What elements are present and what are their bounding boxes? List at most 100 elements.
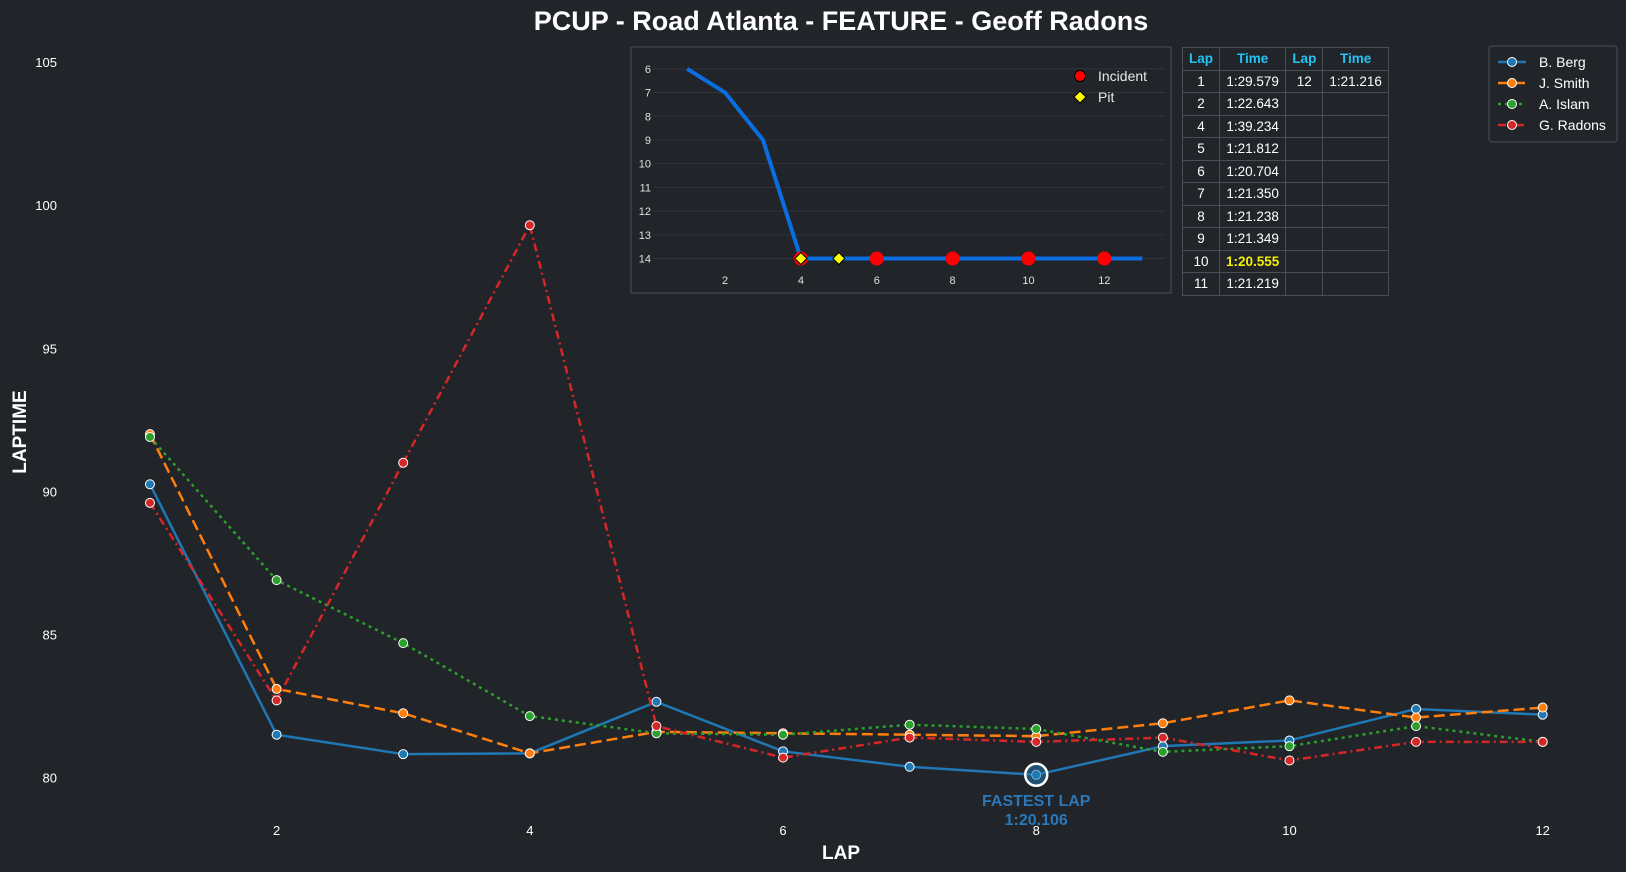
legend-entry-label: B. Berg: [1539, 54, 1586, 70]
x-tick-label: 2: [273, 823, 280, 838]
data-point: [1031, 723, 1042, 734]
data-point: [1537, 736, 1548, 747]
data-point: [651, 696, 662, 707]
series-line-0: [148, 483, 1543, 777]
lap-table-cell-time1: 1:22.643: [1219, 92, 1287, 116]
inset-legend-pit-swatch: [1073, 90, 1087, 104]
lap-table-cell-lap1: 2: [1181, 92, 1221, 116]
data-point: [1157, 718, 1168, 729]
legend-swatch-marker: [1507, 78, 1517, 88]
position-inset-chart: 6 7 8 9 10 11 12 13 14 2 4 6 8 10 12 Incident Pit: [630, 46, 1172, 294]
lap-table-cell-lap1: 4: [1181, 114, 1221, 138]
x-axis-label: LAP: [822, 843, 860, 864]
lap-table-cell-time1: 1:21.219: [1219, 272, 1287, 296]
data-point: [398, 749, 409, 760]
inset-y-tick-label: 8: [645, 111, 651, 123]
lap-table-cell-time2: [1322, 92, 1389, 116]
lap-table-cell-lap1: 10: [1181, 249, 1221, 273]
lap-table-cell-lap1: 11: [1181, 272, 1221, 296]
lap-table-row: 9 1:21.349: [1181, 227, 1389, 251]
inset-y-tick-label: 13: [639, 230, 651, 242]
data-point: [904, 732, 915, 743]
inset-y-tick-label: 12: [639, 206, 651, 218]
inset-x-tick-label: 6: [874, 275, 880, 287]
lap-table-cell-time1: 1:29.579: [1219, 69, 1287, 93]
data-point: [524, 220, 535, 231]
lap-table-cell-lap2: [1285, 204, 1324, 228]
lap-table-cell-lap1: 9: [1181, 227, 1221, 251]
lap-table-cell-lap1: 8: [1181, 204, 1221, 228]
lap-table-cell-lap2: [1285, 272, 1324, 296]
lap-table-row: 11 1:21.219: [1181, 272, 1389, 296]
series-line-3: [148, 221, 1543, 762]
lap-table-cell-time1: 1:39.234: [1219, 114, 1287, 138]
lap-table-row: 10 1:20.555: [1181, 249, 1389, 273]
data-point: [144, 479, 155, 490]
data-point: [1284, 741, 1295, 752]
legend-swatch-marker: [1507, 99, 1517, 109]
x-tick-label: 10: [1282, 823, 1296, 838]
header-lap-1: Lap: [1181, 47, 1221, 71]
inset-x-tick-label: 12: [1098, 275, 1110, 287]
inset-y-tick-label: 14: [639, 254, 651, 266]
lap-table-cell-time2: [1322, 159, 1389, 183]
y-tick-label: 95: [43, 341, 57, 356]
inset-y-tick-label: 10: [639, 159, 651, 171]
pit-marker: [794, 251, 808, 266]
y-tick-label: 90: [43, 484, 57, 499]
main-series: [144, 220, 1548, 780]
lap-table-cell-lap2: [1285, 182, 1324, 206]
lap-table-cell-lap2: [1285, 92, 1324, 116]
data-point: [144, 432, 155, 443]
header-time-1: Time: [1219, 47, 1287, 71]
lap-table-cell-lap1: 6: [1181, 159, 1221, 183]
data-point: [1284, 695, 1295, 706]
fastest-lap-marker-core: [1032, 770, 1041, 779]
inset-y-tick-label: 11: [640, 182, 651, 194]
data-point: [904, 761, 915, 772]
inset-x-tick-label: 2: [722, 275, 728, 287]
fastest-lap-value: 1:20.106: [1005, 812, 1068, 829]
data-point: [398, 708, 409, 719]
inset-y-tick-label: 9: [645, 135, 651, 147]
data-point: [398, 638, 409, 649]
lap-table-cell-lap2: [1285, 249, 1324, 273]
incident-marker: [1021, 251, 1036, 266]
inset-y-tick-label: 7: [645, 88, 651, 100]
data-point: [1411, 721, 1422, 732]
lap-table-cell-lap1: 5: [1181, 137, 1221, 161]
x-tick-label: 6: [779, 823, 786, 838]
y-axis-label: LAPTIME: [10, 390, 31, 473]
lap-table-cell-time1: 1:21.349: [1219, 227, 1287, 251]
inset-legend-incident-label: Incident: [1098, 68, 1147, 84]
y-tick-label: 85: [43, 628, 57, 643]
lap-table-row: 6 1:20.704: [1181, 159, 1389, 183]
data-point: [398, 457, 409, 468]
legend-entry-label: J. Smith: [1539, 75, 1590, 91]
y-tick-label: 105: [35, 55, 57, 70]
data-point: [904, 719, 915, 730]
x-tick-label: 4: [526, 823, 533, 838]
lap-table-cell-lap2: 12: [1285, 69, 1324, 93]
legend-box: [1488, 45, 1618, 143]
legend-swatch-marker: [1507, 120, 1517, 130]
lap-table-row: 8 1:21.238: [1181, 204, 1389, 228]
x-tick-label: 12: [1535, 823, 1549, 838]
data-point: [271, 683, 282, 694]
y-tick-label: 100: [35, 198, 57, 213]
inset-legend-incident-swatch: [1074, 70, 1086, 82]
lap-table-cell-time1: 1:21.238: [1219, 204, 1287, 228]
data-point: [524, 748, 535, 759]
lap-table-row: 7 1:21.350: [1181, 182, 1389, 206]
inset-position-line: [686, 67, 1143, 261]
lap-table-cell-time2: [1322, 114, 1389, 138]
lap-table-cell-time2: [1322, 227, 1389, 251]
lap-table-cell-time1: 1:20.555: [1219, 249, 1287, 273]
lap-table-cell-time1: 1:20.704: [1219, 159, 1287, 183]
lap-table-row: 1 1:29.579 12 1:21.216: [1181, 69, 1389, 93]
incident-marker: [869, 251, 884, 266]
series-line-1: [148, 433, 1543, 755]
lap-table-cell-time1: 1:21.812: [1219, 137, 1287, 161]
